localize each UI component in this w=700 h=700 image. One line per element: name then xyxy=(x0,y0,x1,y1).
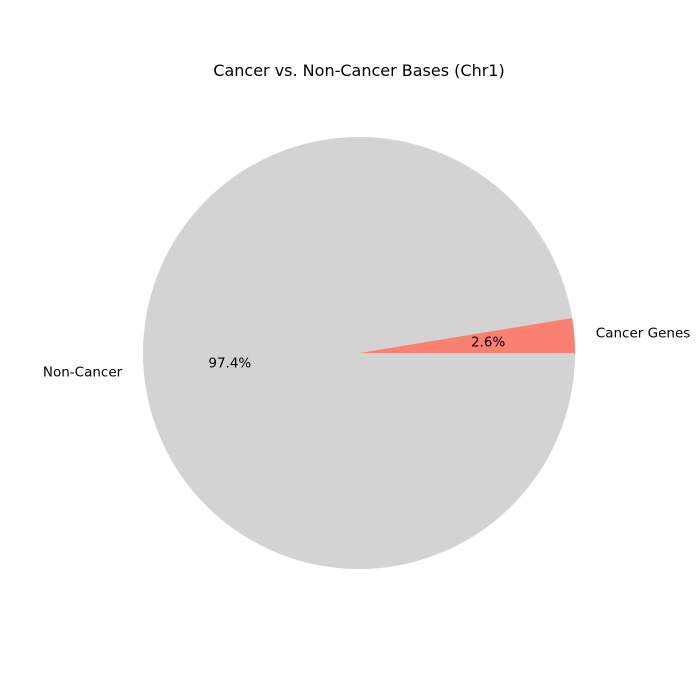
slice-pct-non-cancer: 97.4% xyxy=(208,356,251,372)
pie-slices xyxy=(143,137,576,570)
pie-labels: Cancer Genes 2.6% Non-Cancer 97.4% xyxy=(43,326,690,381)
pie-slice-cancer-genes xyxy=(359,317,575,353)
pie-slice-non-cancer xyxy=(143,137,576,570)
slice-pct-cancer-genes: 2.6% xyxy=(471,334,505,350)
slice-label-cancer-genes: Cancer Genes xyxy=(596,326,691,342)
slice-label-non-cancer: Non-Cancer xyxy=(43,364,123,380)
chart-title: Cancer vs. Non-Cancer Bases (Chr1) xyxy=(213,61,504,80)
